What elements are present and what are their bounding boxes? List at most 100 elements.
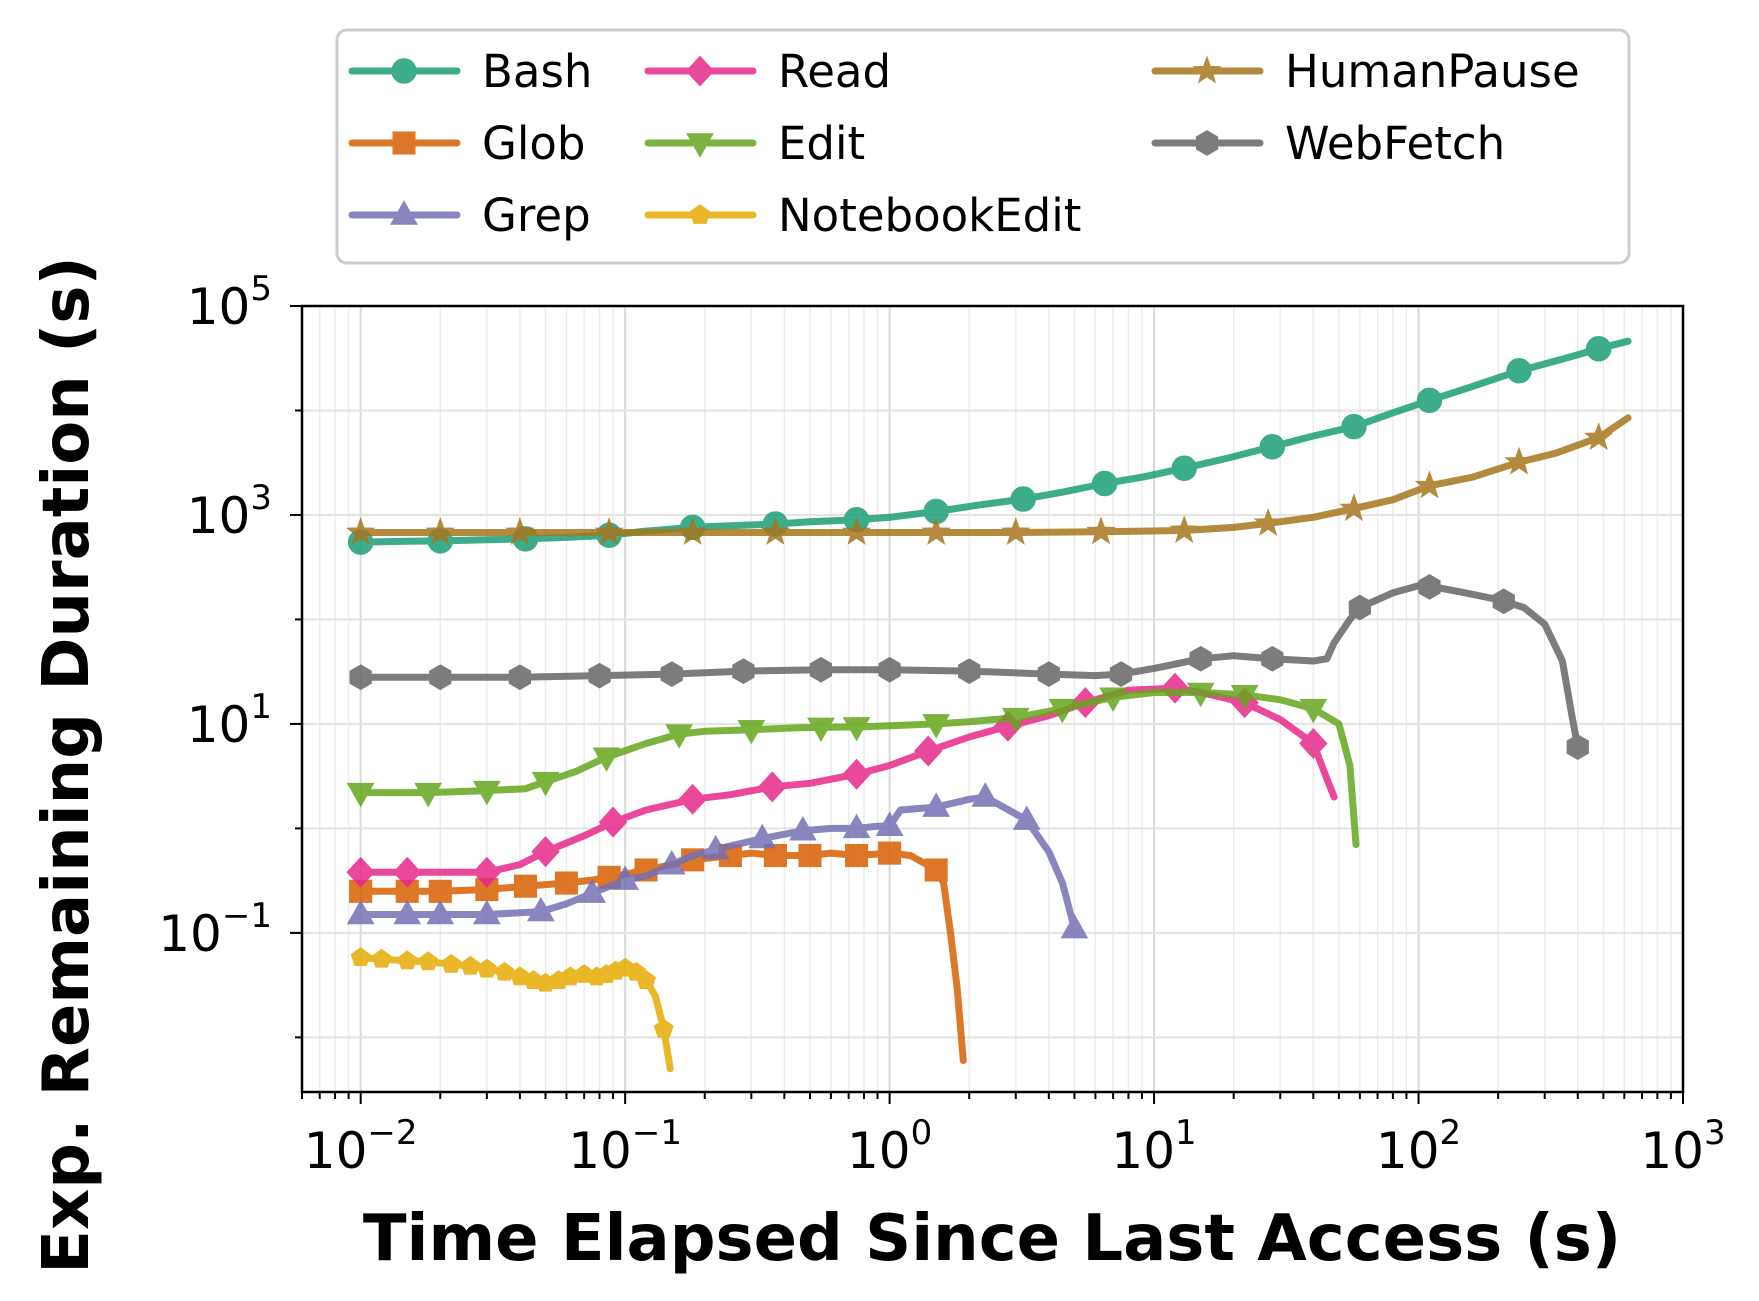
data-point-grep <box>526 896 555 922</box>
legend-marker-notebookedit <box>689 204 711 224</box>
data-point-read <box>758 771 787 803</box>
data-point-grep <box>1012 805 1041 830</box>
x-tick-label: 10−2 <box>304 1113 418 1180</box>
data-point-read <box>393 856 422 888</box>
data-point-edit <box>472 780 501 806</box>
data-point-grep <box>971 782 1000 807</box>
legend-swatch-humanpause <box>1151 55 1264 84</box>
legend-entry-read: Read <box>644 45 891 98</box>
data-point-edit <box>1001 707 1030 733</box>
legend-marker-humanpause <box>1192 55 1222 84</box>
y-tick-label: 10−1 <box>158 896 272 963</box>
x-tick-label: 10−1 <box>568 1113 682 1180</box>
data-point-read <box>678 783 707 815</box>
data-point-bash <box>1091 470 1118 497</box>
data-point-read <box>842 758 871 790</box>
data-point-webfetch <box>732 658 755 685</box>
data-point-grep <box>1060 913 1089 939</box>
x-tick-label: 102 <box>1376 1113 1461 1180</box>
y-tick-label: 105 <box>187 269 272 336</box>
legend-swatch-glob <box>348 131 461 155</box>
data-point-webfetch <box>508 664 532 691</box>
data-point-glob <box>798 843 822 868</box>
legend-label-webfetch: WebFetch <box>1285 117 1505 170</box>
data-point-humanpause <box>505 517 535 545</box>
legend-label-humanpause: HumanPause <box>1285 45 1580 98</box>
series-line-edit <box>357 689 1360 849</box>
data-point-glob <box>513 874 538 898</box>
data-point-notebookedit <box>494 961 515 981</box>
series-line-read <box>357 684 1338 876</box>
legend: Bash Glob Grep Read Edit NotebookEdit HumanPau… <box>335 28 1631 265</box>
x-tick-label: 101 <box>1111 1113 1196 1180</box>
data-point-humanpause <box>1253 507 1283 536</box>
data-point-webfetch <box>1189 645 1212 672</box>
legend-entry-edit: Edit <box>644 117 865 170</box>
data-point-webfetch <box>1348 594 1372 621</box>
data-point-edit <box>922 714 951 739</box>
data-point-glob <box>924 858 948 882</box>
data-point-grep <box>701 834 730 860</box>
data-point-grep <box>922 792 951 817</box>
data-point-glob <box>428 879 452 903</box>
legend-entry-glob: Glob <box>348 117 585 170</box>
legend-entry-bash: Bash <box>348 45 592 98</box>
legend-swatch-grep <box>348 200 461 225</box>
data-point-grep <box>875 811 904 836</box>
series-notebookedit <box>350 947 674 1073</box>
data-point-bash <box>1416 387 1443 414</box>
legend-marker-webfetch <box>1195 130 1219 156</box>
legend-swatch-bash <box>348 58 461 84</box>
series-webfetch <box>349 574 1589 760</box>
data-point-read <box>1299 727 1328 759</box>
data-point-read <box>914 735 943 767</box>
data-point-edit <box>1099 687 1127 712</box>
data-point-webfetch <box>588 662 611 689</box>
data-point-humanpause <box>1086 516 1116 545</box>
data-point-edit <box>737 719 766 745</box>
legend-label-bash: Bash <box>482 45 592 98</box>
data-point-edit <box>531 771 560 797</box>
data-point-edit <box>807 717 835 743</box>
data-point-grep <box>842 813 871 839</box>
data-point-bash <box>1506 358 1532 384</box>
data-point-humanpause <box>1339 493 1369 522</box>
data-point-notebookedit <box>509 966 530 986</box>
data-point-grep <box>748 823 777 849</box>
series-humanpause <box>346 414 1632 545</box>
data-point-grep <box>472 899 501 925</box>
legend-marker-grep <box>390 200 418 225</box>
series-edit <box>346 682 1360 849</box>
data-point-humanpause <box>921 517 951 545</box>
data-point-webfetch <box>1566 734 1589 760</box>
data-point-glob <box>878 841 902 865</box>
legend-swatch-notebookedit <box>644 204 757 224</box>
series-layer <box>346 335 1632 1073</box>
legend-entry-notebookedit: NotebookEdit <box>644 189 1081 242</box>
y-axis-title: Exp. Remaining Duration (s) <box>30 256 104 1273</box>
legend-marker-glob <box>392 131 416 155</box>
data-point-notebookedit <box>460 955 481 975</box>
data-point-humanpause <box>594 517 624 545</box>
data-point-grep <box>346 899 375 925</box>
data-point-notebookedit <box>653 1018 674 1038</box>
data-point-humanpause <box>1414 470 1445 499</box>
data-point-grep <box>426 899 455 925</box>
legend-marker-read <box>685 55 715 87</box>
data-point-grep <box>611 865 640 890</box>
data-point-webfetch <box>809 656 833 683</box>
legend-swatch-edit <box>644 133 757 158</box>
data-point-notebookedit <box>476 958 497 978</box>
data-point-humanpause <box>1504 446 1534 475</box>
data-point-bash <box>1259 433 1286 460</box>
data-point-bash <box>1585 335 1612 362</box>
data-point-edit <box>346 782 375 808</box>
y-tick-label: 103 <box>187 478 272 545</box>
data-point-read <box>531 836 560 868</box>
data-point-notebookedit <box>418 951 439 971</box>
data-point-grep <box>788 816 817 841</box>
data-point-humanpause <box>760 517 791 545</box>
data-point-humanpause <box>1584 422 1614 451</box>
data-point-webfetch <box>958 658 981 685</box>
legend-entry-webfetch: WebFetch <box>1151 117 1505 170</box>
